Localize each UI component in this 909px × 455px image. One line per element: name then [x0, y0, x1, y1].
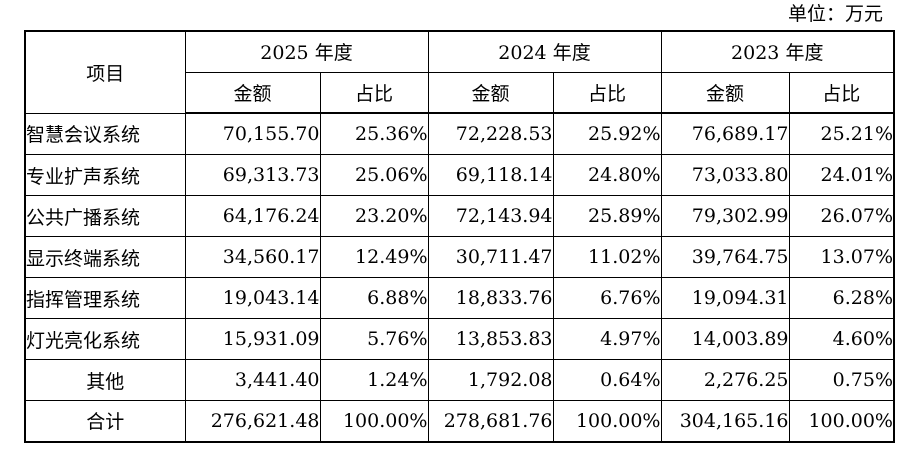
ratio-2025: 25.06%: [319, 154, 429, 196]
ratio-2023: 13.07%: [788, 236, 895, 278]
total-row: 合计 276,621.48 100.00% 278,681.76 100.00%…: [24, 400, 895, 442]
ratio-2024: 4.97%: [552, 318, 662, 360]
amount-2024: 72,228.53: [427, 112, 554, 155]
amount-2025: 64,176.24: [184, 195, 321, 237]
total-amount-2023: 304,165.16: [660, 400, 790, 442]
amount-2024: 1,792.08: [427, 359, 554, 401]
unit-label: 单位：万元: [787, 3, 883, 25]
ratio-2025: 12.49%: [319, 236, 429, 278]
header-year-2023: 2023 年度: [660, 30, 895, 73]
total-ratio-2024: 100.00%: [552, 400, 662, 442]
ratio-2023: 25.21%: [788, 112, 895, 155]
ratio-2023: 0.75%: [788, 359, 895, 401]
ratio-2023: 6.28%: [788, 277, 895, 319]
row-label: 智慧会议系统: [24, 112, 186, 155]
ratio-2024: 0.64%: [552, 359, 662, 401]
ratio-2025: 25.36%: [319, 112, 429, 155]
header-ratio: 占比: [788, 71, 895, 114]
amount-2025: 15,931.09: [184, 318, 321, 360]
ratio-2023: 4.60%: [788, 318, 895, 360]
ratio-2025: 5.76%: [319, 318, 429, 360]
header-item: 项目: [24, 30, 186, 114]
header-year-2025: 2025 年度: [184, 30, 429, 73]
amount-2023: 19,094.31: [660, 277, 790, 319]
ratio-2024: 6.76%: [552, 277, 662, 319]
row-label: 公共广播系统: [24, 195, 186, 237]
revenue-table: 项目 2025 年度 2024 年度 2023 年度 金额 占比 金额 占比 金…: [24, 30, 895, 443]
table-row: 公共广播系统 64,176.24 23.20% 72,143.94 25.89%…: [24, 195, 895, 237]
amount-2025: 34,560.17: [184, 236, 321, 278]
total-amount-2025: 276,621.48: [184, 400, 321, 442]
ratio-2023: 24.01%: [788, 154, 895, 196]
total-ratio-2023: 100.00%: [788, 400, 895, 442]
header-ratio: 占比: [319, 71, 429, 114]
ratio-2023: 26.07%: [788, 195, 895, 237]
amount-2024: 13,853.83: [427, 318, 554, 360]
amount-2023: 14,003.89: [660, 318, 790, 360]
table-row: 其他 3,441.40 1.24% 1,792.08 0.64% 2,276.2…: [24, 359, 895, 401]
table-row: 智慧会议系统 70,155.70 25.36% 72,228.53 25.92%…: [24, 112, 895, 155]
amount-2024: 72,143.94: [427, 195, 554, 237]
amount-2023: 76,689.17: [660, 112, 790, 155]
total-amount-2024: 278,681.76: [427, 400, 554, 442]
row-label: 专业扩声系统: [24, 154, 186, 196]
amount-2025: 70,155.70: [184, 112, 321, 155]
amount-2024: 30,711.47: [427, 236, 554, 278]
row-label: 灯光亮化系统: [24, 318, 186, 360]
header-amount: 金额: [660, 71, 790, 114]
ratio-2024: 25.89%: [552, 195, 662, 237]
amount-2023: 73,033.80: [660, 154, 790, 196]
ratio-2025: 6.88%: [319, 277, 429, 319]
amount-2023: 2,276.25: [660, 359, 790, 401]
total-label: 合计: [24, 400, 186, 442]
amount-2025: 3,441.40: [184, 359, 321, 401]
table-row: 显示终端系统 34,560.17 12.49% 30,711.47 11.02%…: [24, 236, 895, 278]
ratio-2024: 24.80%: [552, 154, 662, 196]
ratio-2024: 11.02%: [552, 236, 662, 278]
amount-2025: 19,043.14: [184, 277, 321, 319]
header-ratio: 占比: [552, 71, 662, 114]
total-ratio-2025: 100.00%: [319, 400, 429, 442]
row-label: 指挥管理系统: [24, 277, 186, 319]
amount-2023: 39,764.75: [660, 236, 790, 278]
header-year-2024: 2024 年度: [427, 30, 662, 73]
table-row: 专业扩声系统 69,313.73 25.06% 69,118.14 24.80%…: [24, 154, 895, 196]
amount-2024: 69,118.14: [427, 154, 554, 196]
ratio-2025: 1.24%: [319, 359, 429, 401]
row-label: 其他: [24, 359, 186, 401]
row-label: 显示终端系统: [24, 236, 186, 278]
ratio-2024: 25.92%: [552, 112, 662, 155]
amount-2024: 18,833.76: [427, 277, 554, 319]
header-amount: 金额: [427, 71, 554, 114]
amount-2023: 79,302.99: [660, 195, 790, 237]
ratio-2025: 23.20%: [319, 195, 429, 237]
amount-2025: 69,313.73: [184, 154, 321, 196]
table-row: 灯光亮化系统 15,931.09 5.76% 13,853.83 4.97% 1…: [24, 318, 895, 360]
header-amount: 金额: [184, 71, 321, 114]
table-row: 指挥管理系统 19,043.14 6.88% 18,833.76 6.76% 1…: [24, 277, 895, 319]
